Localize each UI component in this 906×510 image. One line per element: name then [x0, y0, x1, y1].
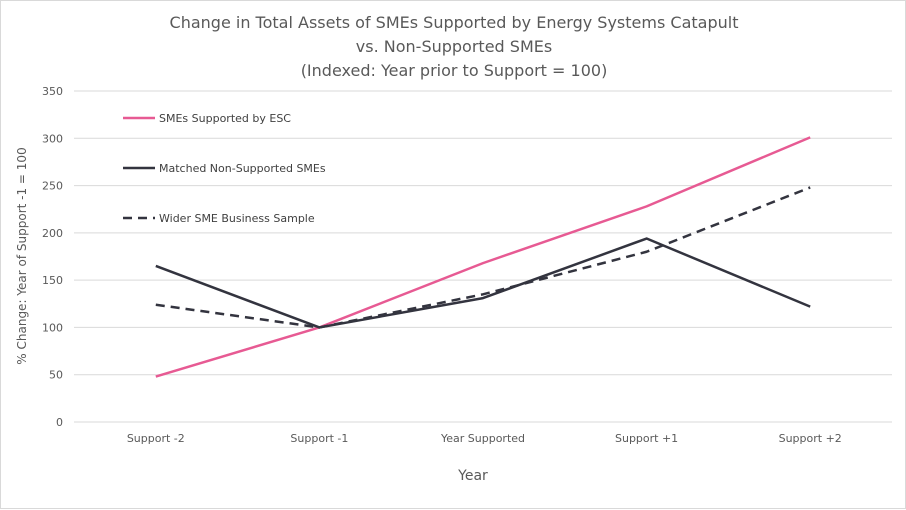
- series-line-2: [155, 237, 811, 329]
- chart-title-line-3: (Indexed: Year prior to Support = 100): [301, 61, 608, 80]
- legend-label: Matched Non-Supported SMEs: [159, 162, 326, 175]
- series-lines: [155, 136, 811, 378]
- x-tick-label: Support +2: [779, 432, 842, 445]
- y-tick-label: 150: [42, 274, 63, 287]
- legend-label: SMEs Supported by ESC: [159, 112, 291, 125]
- gridlines: [74, 90, 892, 423]
- y-tick-label: 0: [56, 416, 63, 429]
- chart-title-line-2: vs. Non-Supported SMEs: [356, 37, 552, 56]
- y-tick-label: 300: [42, 132, 63, 145]
- series-line-3: [155, 186, 811, 329]
- x-tick-label: Support +1: [615, 432, 678, 445]
- x-axis-ticks: Support -2 Support -1 Year Supported Suppor…: [127, 432, 842, 445]
- y-tick-label: 100: [42, 321, 63, 334]
- chart-title-line-1: Change in Total Assets of SMEs Supported…: [170, 13, 739, 32]
- y-axis-title: % Change: Year of Support -1 = 100: [15, 147, 29, 364]
- y-tick-label: 200: [42, 227, 63, 240]
- legend: SMEs Supported by ESC Matched Non-Support…: [123, 112, 326, 225]
- y-tick-label: 350: [42, 85, 63, 98]
- x-tick-label: Support -2: [127, 432, 185, 445]
- y-axis-ticks: 0 50 100 150 200 250 300 350: [42, 85, 63, 429]
- x-tick-label: Year Supported: [440, 432, 525, 445]
- x-tick-label: Support -1: [290, 432, 348, 445]
- x-axis-title: Year: [457, 468, 488, 484]
- chart-title: Change in Total Assets of SMEs Supported…: [170, 13, 739, 80]
- y-tick-label: 50: [49, 369, 63, 382]
- y-tick-label: 250: [42, 180, 63, 193]
- legend-label: Wider SME Business Sample: [159, 212, 315, 225]
- series-line-1: [155, 136, 811, 378]
